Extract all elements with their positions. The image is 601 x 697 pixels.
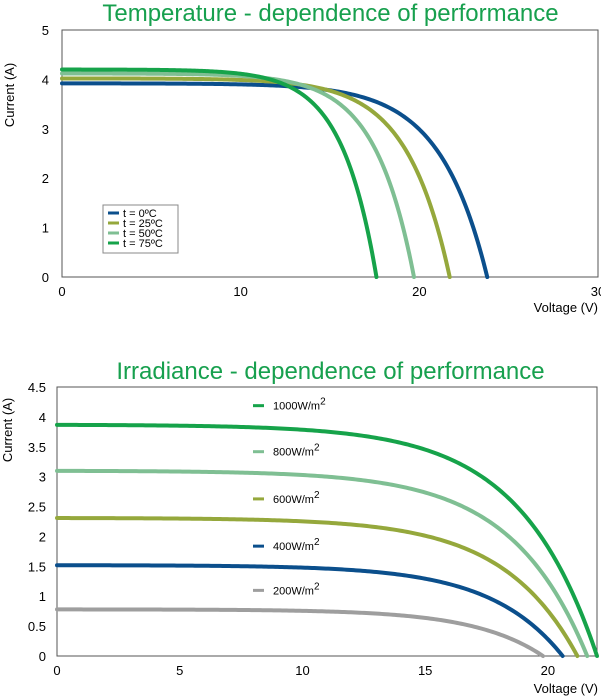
x-tick-label: 15 [418,663,432,678]
series-annotation-label: 200W/m2 [273,581,320,597]
y-tick-label: 0 [42,270,49,285]
x-tick-label: 10 [233,284,247,299]
y-tick-label: 4 [39,410,46,425]
x-tick-label: 5 [176,663,183,678]
y-tick-label: 0 [39,649,46,664]
plot-frame [56,386,598,657]
x-tick-label: 0 [58,284,65,299]
series-line-3 [60,67,379,279]
legend-label: t = 0ºC [123,208,157,220]
x-tick-label: 30 [591,284,601,299]
series-annotation-label: 1000W/m2 [273,397,326,413]
x-tick-label: 10 [295,663,309,678]
series-line-0 [60,81,490,279]
series-line-4 [55,607,545,658]
x-tick-label: 0 [53,663,60,678]
x-axis-label: Voltage (V) [534,300,598,315]
series-line-2 [55,516,580,658]
series-line-2 [60,71,416,279]
chart-title-irradiance: Irradiance - dependence of performance [116,358,545,385]
y-tick-label: 4 [42,72,49,87]
plot-frame [61,29,599,278]
x-tick-label: 20 [412,284,426,299]
legend-label: t = 75ºC [123,238,163,250]
chart-1: 0 0.5 1 1.5 2 2.5 3 3.5 4 4.5 0 5 10 15 20 Voltage (V) C… [0,380,599,696]
chart-0: 0 1 2 3 4 5 0 10 20 30Voltage (V) Current (A) t = 0… [2,23,601,315]
series-line-1 [55,468,590,658]
legend-label: t = 25ºC [123,218,163,230]
y-tick-label: 1 [39,589,46,604]
x-tick-label: 20 [541,663,555,678]
y-tick-label: 3.5 [28,440,46,455]
y-tick-label: 2 [42,171,49,186]
series-annotation-label: 400W/m2 [273,537,320,553]
y-tick-label: 4.5 [28,380,46,395]
y-axis-label: Current (A) [0,398,15,462]
y-tick-label: 1 [42,221,49,236]
legend-label: t = 50ºC [123,228,163,240]
series-line-0 [55,422,599,658]
series-annotation-label: 600W/m2 [273,490,320,506]
y-tick-label: 3 [42,122,49,137]
y-tick-label: 5 [42,23,49,38]
series-line-3 [55,563,565,658]
x-axis-label: Voltage (V) [534,681,598,696]
series-line-1 [60,76,452,279]
y-tick-label: 2.5 [28,500,46,515]
y-tick-label: 3 [39,470,46,485]
y-axis-label: Current (A) [2,63,17,127]
y-tick-label: 1.5 [28,559,46,574]
series-annotation-label: 800W/m2 [273,443,320,459]
chart-title-temperature: Temperature - dependence of performance [102,0,559,27]
y-tick-label: 2 [39,529,46,544]
y-tick-label: 0.5 [28,619,46,634]
